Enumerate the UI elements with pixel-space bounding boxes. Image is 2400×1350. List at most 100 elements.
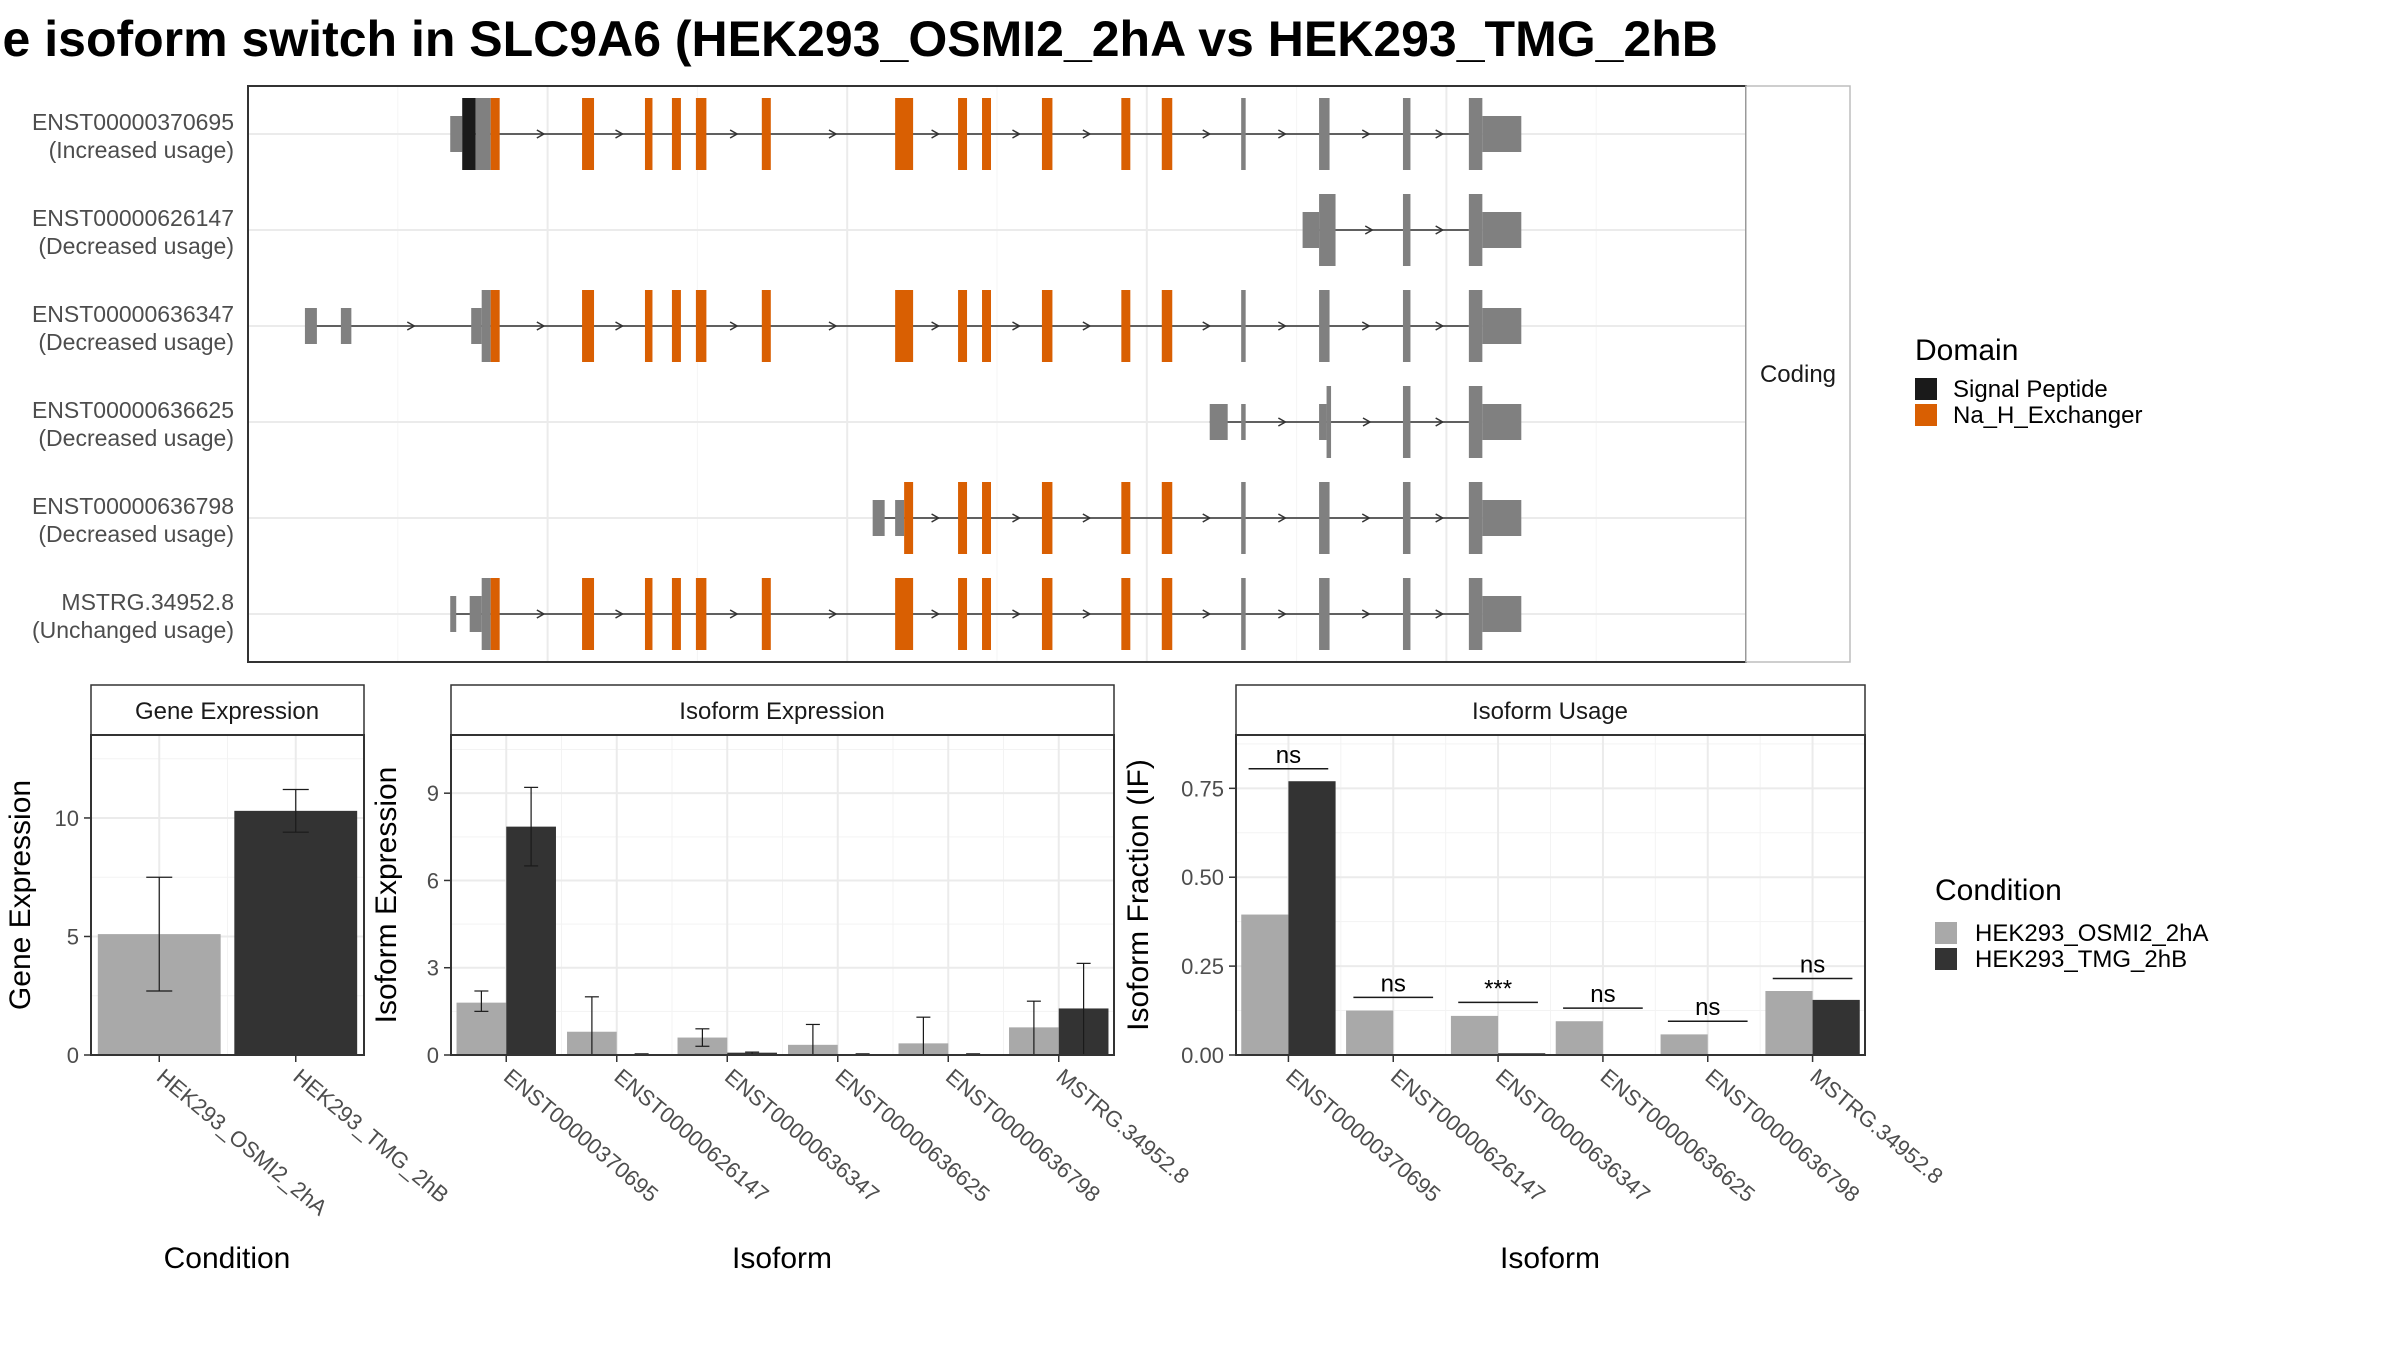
isoform-usage-xlabel: Isoform xyxy=(1500,1242,1600,1275)
bar xyxy=(234,810,358,1056)
exon xyxy=(895,290,914,362)
bar xyxy=(1555,1021,1603,1055)
bar xyxy=(1660,1034,1708,1055)
exon xyxy=(1121,290,1131,362)
strand-arrow xyxy=(1435,513,1445,523)
exon xyxy=(1041,578,1053,650)
exon xyxy=(1319,290,1330,362)
transcript-row xyxy=(450,98,1522,170)
y-tick-label: 0 xyxy=(427,1043,439,1068)
domain-legend-title: Domain xyxy=(1915,334,2018,367)
strand-arrow xyxy=(1012,513,1021,523)
significance-label: ns xyxy=(1695,994,1720,1021)
y-tick-label: 5 xyxy=(67,924,79,949)
exon xyxy=(1319,482,1330,554)
transcript-id-label: ENST00000636347 xyxy=(32,301,234,327)
strand-arrow xyxy=(1082,129,1092,139)
exon xyxy=(462,98,476,170)
exon xyxy=(761,98,771,170)
y-tick-label: 3 xyxy=(427,956,439,981)
strand-arrow xyxy=(729,609,739,619)
strand-arrow xyxy=(931,129,941,139)
exon xyxy=(1161,290,1173,362)
transcript-structure-panel: Coding ENST00000370695(Increased usage)E… xyxy=(32,85,1851,663)
isoform-expression-strip xyxy=(450,684,1115,736)
exon xyxy=(1241,404,1246,440)
domain-legend-key-signal-peptide xyxy=(1915,378,1937,400)
exon xyxy=(982,290,992,362)
transcript-usage-label: (Increased usage) xyxy=(49,137,234,163)
strand-arrow xyxy=(1012,321,1021,331)
strand-arrow xyxy=(1012,129,1021,139)
isoform-expression-strip-label: Isoform Expression xyxy=(679,698,884,725)
transcript-id-label: MSTRG.34952.8 xyxy=(61,589,234,615)
exon xyxy=(1241,290,1246,362)
strand-arrow xyxy=(1435,225,1445,235)
exon xyxy=(1326,386,1332,458)
exon xyxy=(582,578,595,650)
strand-arrow xyxy=(931,321,941,331)
exon xyxy=(1402,386,1411,458)
exon xyxy=(450,116,463,152)
transcript-row xyxy=(1302,194,1522,266)
strand-arrow xyxy=(1202,129,1212,139)
transcript-id-label: ENST00000636625 xyxy=(32,397,234,423)
significance-label: *** xyxy=(1484,975,1512,1002)
strand-arrow xyxy=(536,129,546,139)
bar xyxy=(1241,914,1289,1055)
exon xyxy=(1041,482,1053,554)
isoform-usage-border xyxy=(1235,734,1866,1056)
strand-arrow xyxy=(1361,129,1371,139)
transcript-usage-label: (Decreased usage) xyxy=(38,233,234,259)
transcript-id-label: ENST00000370695 xyxy=(32,109,234,135)
y-tick-label: 10 xyxy=(55,806,79,831)
exon xyxy=(982,482,992,554)
transcript-row xyxy=(1209,386,1522,458)
strand-arrow xyxy=(1435,129,1445,139)
bar xyxy=(1812,999,1860,1055)
strand-arrow xyxy=(1082,513,1092,523)
exon xyxy=(1161,98,1173,170)
exon xyxy=(1121,98,1131,170)
bar xyxy=(1450,1015,1499,1055)
transcript-row xyxy=(872,482,1522,554)
exon xyxy=(982,98,992,170)
strand-arrow xyxy=(536,609,546,619)
transcript-usage-label: (Decreased usage) xyxy=(38,425,234,451)
exon xyxy=(582,98,595,170)
strand-arrow xyxy=(1082,321,1092,331)
exon xyxy=(1302,212,1320,248)
transcript-id-label: ENST00000626147 xyxy=(32,205,234,231)
strand-arrow xyxy=(1361,609,1371,619)
isoform-usage-ylabel: Isoform Fraction (IF) xyxy=(1122,759,1155,1031)
gene-expression-ylabel: Gene Expression xyxy=(4,780,37,1010)
exon xyxy=(469,596,482,632)
exon xyxy=(1468,386,1483,458)
significance-label: ns xyxy=(1590,981,1615,1008)
exon xyxy=(761,290,771,362)
y-tick-label: 0.25 xyxy=(1181,954,1224,979)
strand-arrow xyxy=(931,609,941,619)
strand-arrow xyxy=(1277,417,1287,427)
transcript-id-label: ENST00000636798 xyxy=(32,493,234,519)
y-tick-label: 9 xyxy=(427,781,439,806)
domain-legend-key-na-h-exchanger xyxy=(1915,404,1937,426)
exon xyxy=(1241,578,1246,650)
y-tick-label: 6 xyxy=(427,868,439,893)
exon xyxy=(1468,98,1483,170)
exon xyxy=(695,98,707,170)
exon xyxy=(471,308,482,344)
isoform-expression-xlabel: Isoform xyxy=(732,1242,832,1275)
significance-label: ns xyxy=(1800,952,1825,979)
exon xyxy=(1041,98,1053,170)
exon xyxy=(1209,404,1228,440)
strand-arrow xyxy=(1361,321,1371,331)
condition-legend: Condition HEK293_OSMI2_2hA HEK293_TMG_2h… xyxy=(1935,874,2208,973)
exon xyxy=(644,290,653,362)
strand-arrow xyxy=(615,321,625,331)
exon xyxy=(1402,482,1411,554)
domain-legend-label-na-h-exchanger: Na_H_Exchanger xyxy=(1953,402,2142,429)
y-tick-label: 0.00 xyxy=(1181,1043,1224,1068)
gene-expression-strip xyxy=(90,684,365,736)
